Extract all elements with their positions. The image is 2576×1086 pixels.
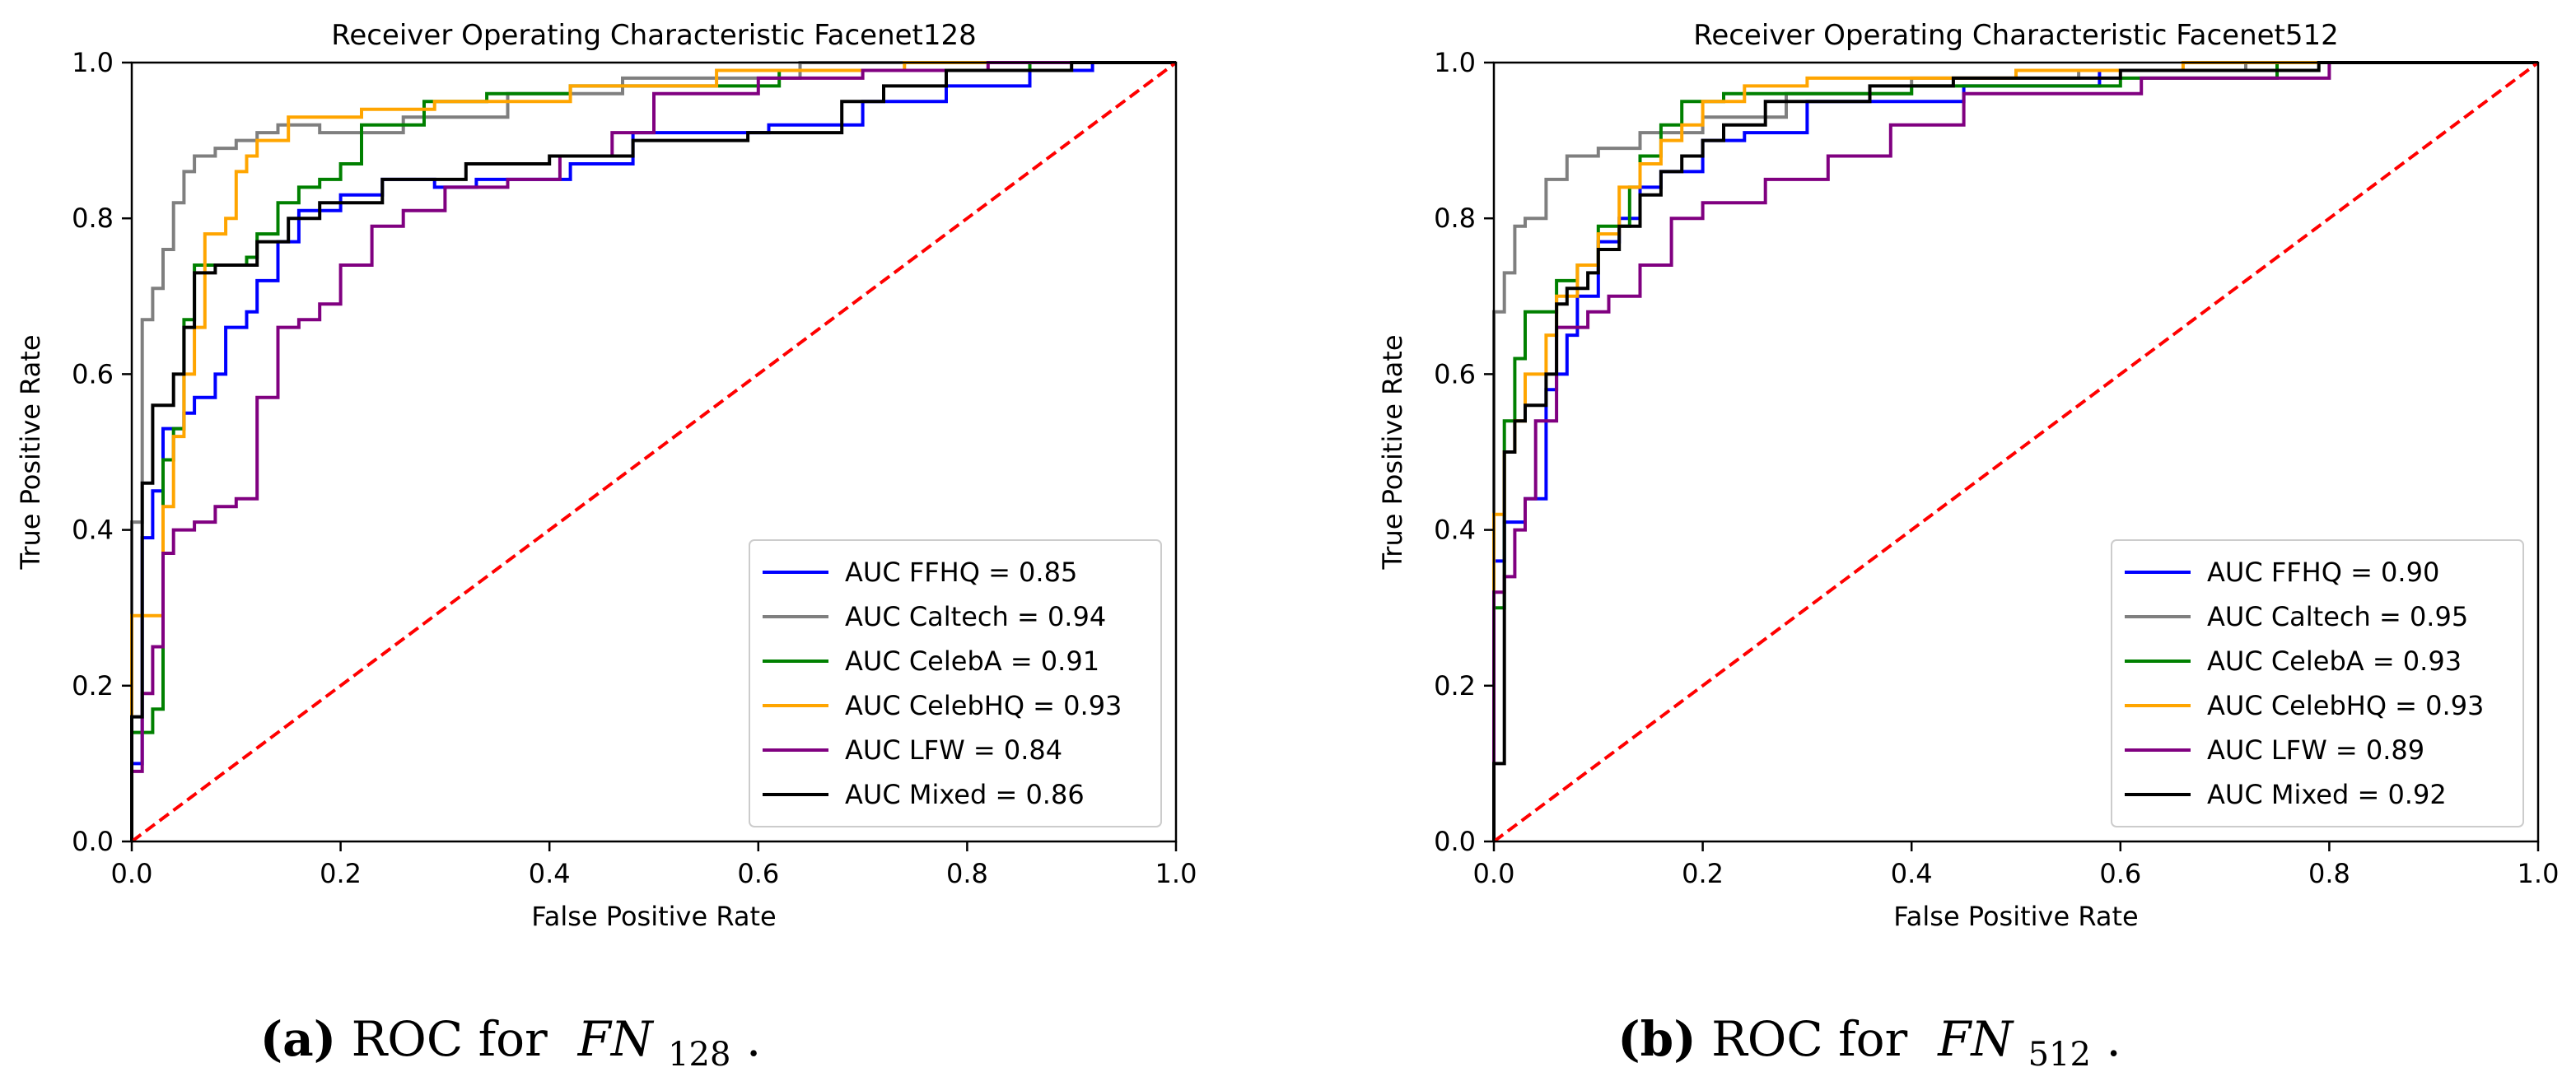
caption-a-italic: FN	[577, 1011, 655, 1067]
roc-curve-line	[130, 61, 1176, 841]
legend-box	[749, 539, 1162, 827]
x-axis-label: False Positive Rate	[1893, 901, 2138, 932]
caption-b-subscript: 512	[2028, 1036, 2091, 1074]
chart-title: Receiver Operating Characteristic Facene…	[331, 19, 977, 52]
legend-entry-label: AUC Caltech = 0.95	[2207, 601, 2468, 632]
x-axis-label: False Positive Rate	[531, 901, 776, 932]
caption-b-italic: FN	[1937, 1011, 2014, 1067]
y-axis-label: True Positive Rate	[15, 334, 46, 570]
y-tick-label: 0.2	[72, 670, 114, 701]
x-tick-label: 0.2	[320, 858, 362, 889]
svg-text:(b) ROC for FN: (b) ROC for FN 512 .	[1617, 1011, 2121, 1077]
x-tick-label: 0.6	[737, 858, 779, 889]
roc-curve-line	[130, 61, 1176, 841]
subfigure-caption-b: (b) ROC for FN 512 .	[1617, 1011, 2121, 1077]
chart-title: Receiver Operating Characteristic Facene…	[1693, 19, 2339, 52]
legend-entry-label: AUC CelebA = 0.93	[2207, 646, 2462, 677]
caption-b-label: (b)	[1617, 1011, 1696, 1067]
legend-entry-label: AUC CelebA = 0.91	[845, 646, 1099, 677]
legend-entry-label: AUC CelebHQ = 0.93	[845, 690, 1122, 721]
x-tick-label: 0.2	[1682, 858, 1724, 889]
legend-entry-label: AUC LFW = 0.84	[845, 734, 1062, 766]
x-tick-label: 0.0	[111, 858, 153, 889]
legend-entry-label: AUC CelebHQ = 0.93	[2207, 690, 2484, 721]
legend-entry-label: AUC LFW = 0.89	[2207, 734, 2424, 766]
caption-a-label: (a)	[260, 1011, 336, 1067]
svg-text:(a) ROC for FN: (a) ROC for FN 128 .	[260, 1011, 762, 1077]
y-tick-label: 1.0	[1434, 47, 1476, 78]
x-tick-label: 0.8	[2308, 858, 2350, 889]
subfigure-caption-a: (a) ROC for FN 128 .	[260, 1011, 762, 1077]
legend: AUC FFHQ = 0.85 AUC Caltech = 0.94 AUC Cel…	[749, 539, 1162, 827]
plot-frame	[130, 61, 1178, 843]
legend: AUC FFHQ = 0.90 AUC Caltech = 0.95 AUC Cel…	[2111, 539, 2524, 827]
x-tick-label: 0.4	[529, 858, 571, 889]
roc-curve-line	[130, 61, 1176, 841]
y-tick-label: 0.0	[72, 826, 114, 857]
y-tick-label: 1.0	[72, 47, 114, 78]
y-tick-label: 0.6	[72, 358, 114, 389]
x-tick-label: 0.8	[946, 858, 988, 889]
roc-curve-line	[1492, 61, 2538, 841]
y-tick-label: 0.8	[1434, 203, 1476, 234]
legend-entry-label: AUC Mixed = 0.86	[845, 779, 1085, 810]
roc-panel-facenet128: Receiver Operating Characteristic Facene…	[15, 19, 1197, 932]
plot-frame	[1492, 61, 2540, 843]
roc-curve-line	[1492, 61, 2538, 841]
caption-a-period: .	[746, 1011, 761, 1067]
x-tick-label: 1.0	[1155, 858, 1197, 889]
y-tick-label: 0.4	[1434, 515, 1476, 546]
caption-b-text: ROC for	[1711, 1011, 1923, 1067]
legend-entry-label: AUC Mixed = 0.92	[2207, 779, 2447, 810]
y-tick-label: 0.4	[72, 515, 114, 546]
legend-entry-label: AUC FFHQ = 0.85	[845, 557, 1077, 588]
series-group	[130, 61, 1178, 843]
y-axis-label: True Positive Rate	[1377, 334, 1408, 570]
y-tick-label: 0.2	[1434, 670, 1476, 701]
roc-panel-facenet512: Receiver Operating Characteristic Facene…	[1377, 19, 2559, 932]
x-tick-label: 0.6	[2099, 858, 2141, 889]
legend-entry-label: AUC Caltech = 0.94	[845, 601, 1106, 632]
legend-entry-label: AUC FFHQ = 0.90	[2207, 557, 2439, 588]
x-tick-label: 0.4	[1891, 858, 1933, 889]
y-tick-label: 0.8	[72, 203, 114, 234]
x-tick-label: 1.0	[2518, 858, 2560, 889]
chance-diagonal-line	[1492, 61, 2540, 843]
series-group	[1492, 61, 2540, 843]
y-tick-label: 0.6	[1434, 358, 1476, 389]
x-tick-label: 0.0	[1473, 858, 1515, 889]
chance-diagonal-line	[130, 61, 1178, 843]
caption-a-subscript: 128	[668, 1036, 730, 1074]
legend-box	[2111, 539, 2524, 827]
y-tick-label: 0.0	[1434, 826, 1476, 857]
caption-a-text: ROC for	[352, 1011, 563, 1067]
caption-b-period: .	[2106, 1011, 2121, 1067]
